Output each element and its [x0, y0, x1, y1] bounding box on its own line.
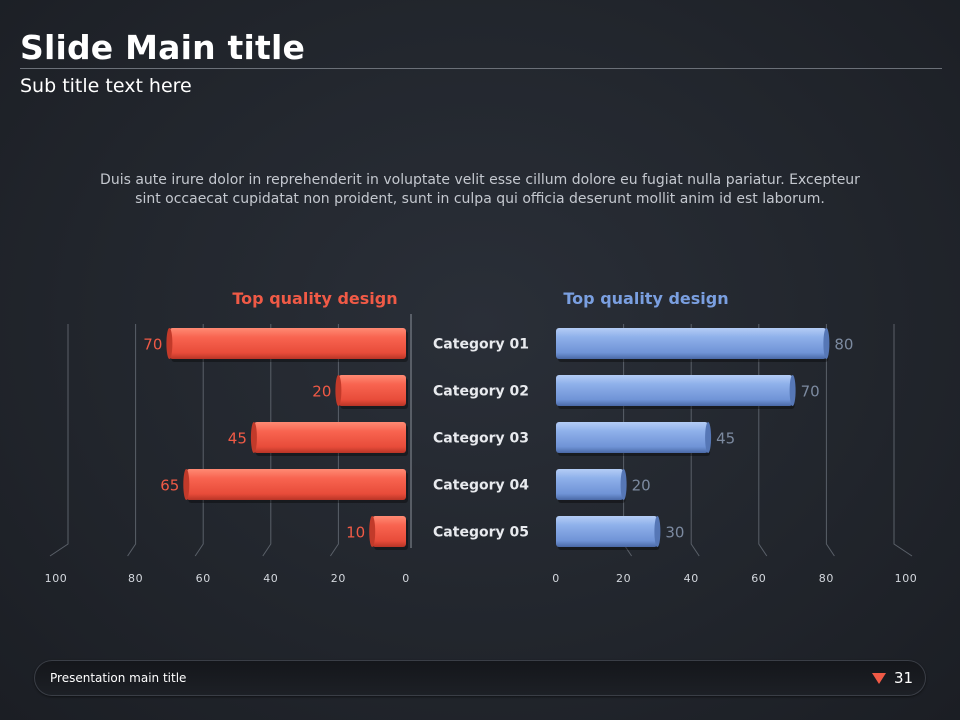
- bar-cap: [620, 469, 627, 500]
- chart-title: Top quality design: [232, 289, 397, 308]
- data-label: 80: [834, 336, 853, 354]
- data-label: 45: [228, 430, 247, 448]
- data-label: 10: [346, 524, 365, 542]
- axis-tick-label: 20: [331, 572, 346, 585]
- data-label: 20: [632, 477, 651, 495]
- page-number: 31: [894, 669, 914, 687]
- axis-tick-label: 80: [128, 572, 143, 585]
- category-label: Category 02: [433, 384, 529, 400]
- data-label: 20: [312, 383, 331, 401]
- bar-cap: [789, 375, 796, 406]
- bar-cap: [250, 422, 257, 453]
- axis-tick-label: 40: [684, 572, 699, 585]
- bar: [556, 375, 793, 406]
- bar-cap: [183, 469, 190, 500]
- bar: [338, 375, 406, 406]
- axis-tick-label: 0: [552, 572, 560, 585]
- bar: [556, 469, 624, 500]
- bar: [556, 328, 827, 359]
- data-label: 45: [716, 430, 735, 448]
- bar: [186, 469, 406, 500]
- axis-tick-label: 80: [819, 572, 834, 585]
- grid-line: [49, 324, 69, 557]
- data-label: 70: [801, 383, 820, 401]
- bar: [556, 516, 658, 547]
- axis-tick-label: 100: [45, 572, 68, 585]
- bar-cap: [335, 375, 342, 406]
- data-label: 70: [143, 336, 162, 354]
- axis-tick-label: 20: [616, 572, 631, 585]
- bar: [253, 422, 406, 453]
- grid-line: [825, 324, 835, 557]
- grid-line: [194, 324, 204, 557]
- category-label: Category 01: [433, 337, 529, 353]
- data-label: 30: [665, 524, 684, 542]
- axis-tick-label: 60: [751, 572, 766, 585]
- category-label: Category 04: [433, 478, 529, 494]
- bar-cap: [166, 328, 173, 359]
- slide-subtitle: Sub title text here: [20, 75, 192, 97]
- axis-tick-label: 100: [895, 572, 918, 585]
- bar-cap: [369, 516, 376, 547]
- triangle-down-icon: [872, 673, 886, 684]
- title-divider: [20, 68, 942, 69]
- category-label: Category 05: [433, 525, 529, 541]
- bar: [372, 516, 406, 547]
- footer-title: Presentation main title: [50, 671, 187, 685]
- bar-cap: [654, 516, 661, 547]
- chart-title: Top quality design: [563, 289, 728, 308]
- axis-tick-label: 40: [263, 572, 278, 585]
- bar-cap: [705, 422, 712, 453]
- footer-bar: Presentation main title 31: [34, 660, 926, 696]
- grid-line: [262, 324, 272, 557]
- body-paragraph: Duis aute irure dolor in reprehenderit i…: [100, 172, 860, 207]
- bar: [556, 422, 709, 453]
- slide-title: Slide Main title: [20, 28, 306, 67]
- grid-line: [893, 324, 913, 557]
- category-label: Category 03: [433, 431, 529, 447]
- axis-tick-label: 60: [196, 572, 211, 585]
- bar: [169, 328, 406, 359]
- axis-tick-label: 0: [402, 572, 410, 585]
- data-label: 65: [160, 477, 179, 495]
- grid-line: [127, 324, 137, 557]
- bar-cap: [823, 328, 830, 359]
